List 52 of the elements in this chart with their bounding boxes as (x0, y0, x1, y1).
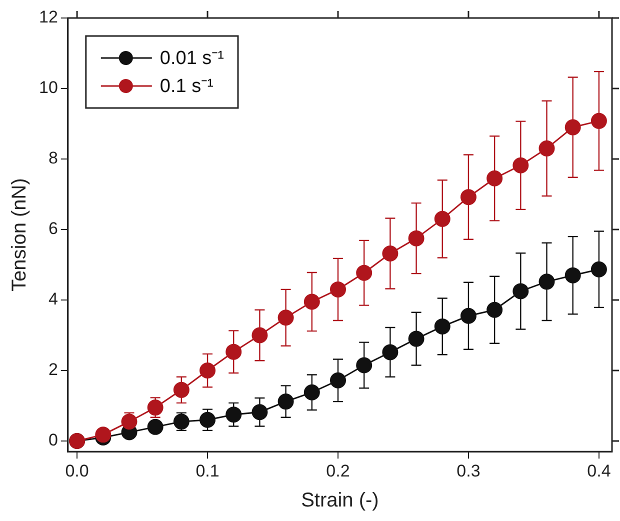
point (590, 261, 607, 278)
point (538, 140, 555, 156)
point (147, 418, 164, 435)
y-tick-label: 6 (48, 219, 58, 238)
x-tick-label: 0.0 (65, 461, 89, 480)
x-tick-label: 0.3 (456, 461, 480, 480)
x-axis-title: Strain (-) (301, 490, 379, 512)
x-tick-label: 0.2 (326, 461, 350, 480)
point (382, 344, 398, 360)
point (330, 372, 346, 388)
point (304, 384, 320, 400)
point (252, 404, 268, 420)
legend-label: 0.01 s⁻¹ (160, 48, 224, 70)
point (512, 157, 529, 174)
point (278, 310, 294, 326)
y-tick-label: 10 (38, 78, 58, 98)
point (590, 112, 607, 129)
point (356, 357, 372, 374)
point (278, 394, 294, 410)
point (408, 330, 424, 347)
point (304, 294, 320, 310)
x-tick-label: 0.4 (587, 461, 611, 480)
point (200, 412, 216, 428)
point (408, 230, 424, 246)
point (512, 283, 529, 300)
point (330, 281, 346, 298)
point (486, 302, 503, 318)
x-tick-label: 0.1 (196, 461, 220, 480)
point (564, 119, 581, 136)
point (95, 426, 112, 443)
y-tick-label: 2 (48, 360, 58, 380)
point (460, 308, 476, 324)
y-tick-label: 0 (48, 430, 58, 450)
point (434, 318, 450, 334)
point (538, 274, 555, 290)
y-tick-label: 4 (48, 290, 58, 309)
point (147, 400, 164, 416)
point (564, 267, 581, 284)
legend-label: 0.1 s⁻¹ (160, 76, 214, 98)
point (486, 170, 503, 186)
point (226, 406, 242, 423)
point (434, 210, 450, 227)
point (356, 264, 372, 281)
point (460, 189, 476, 206)
point (252, 327, 268, 344)
y-axis-title: Tension (nN) (8, 178, 31, 292)
point (382, 245, 398, 262)
y-tick-label: 8 (48, 148, 58, 168)
point (173, 382, 190, 398)
point (200, 362, 216, 379)
point (226, 344, 242, 360)
y-tick-label: 12 (38, 8, 58, 27)
